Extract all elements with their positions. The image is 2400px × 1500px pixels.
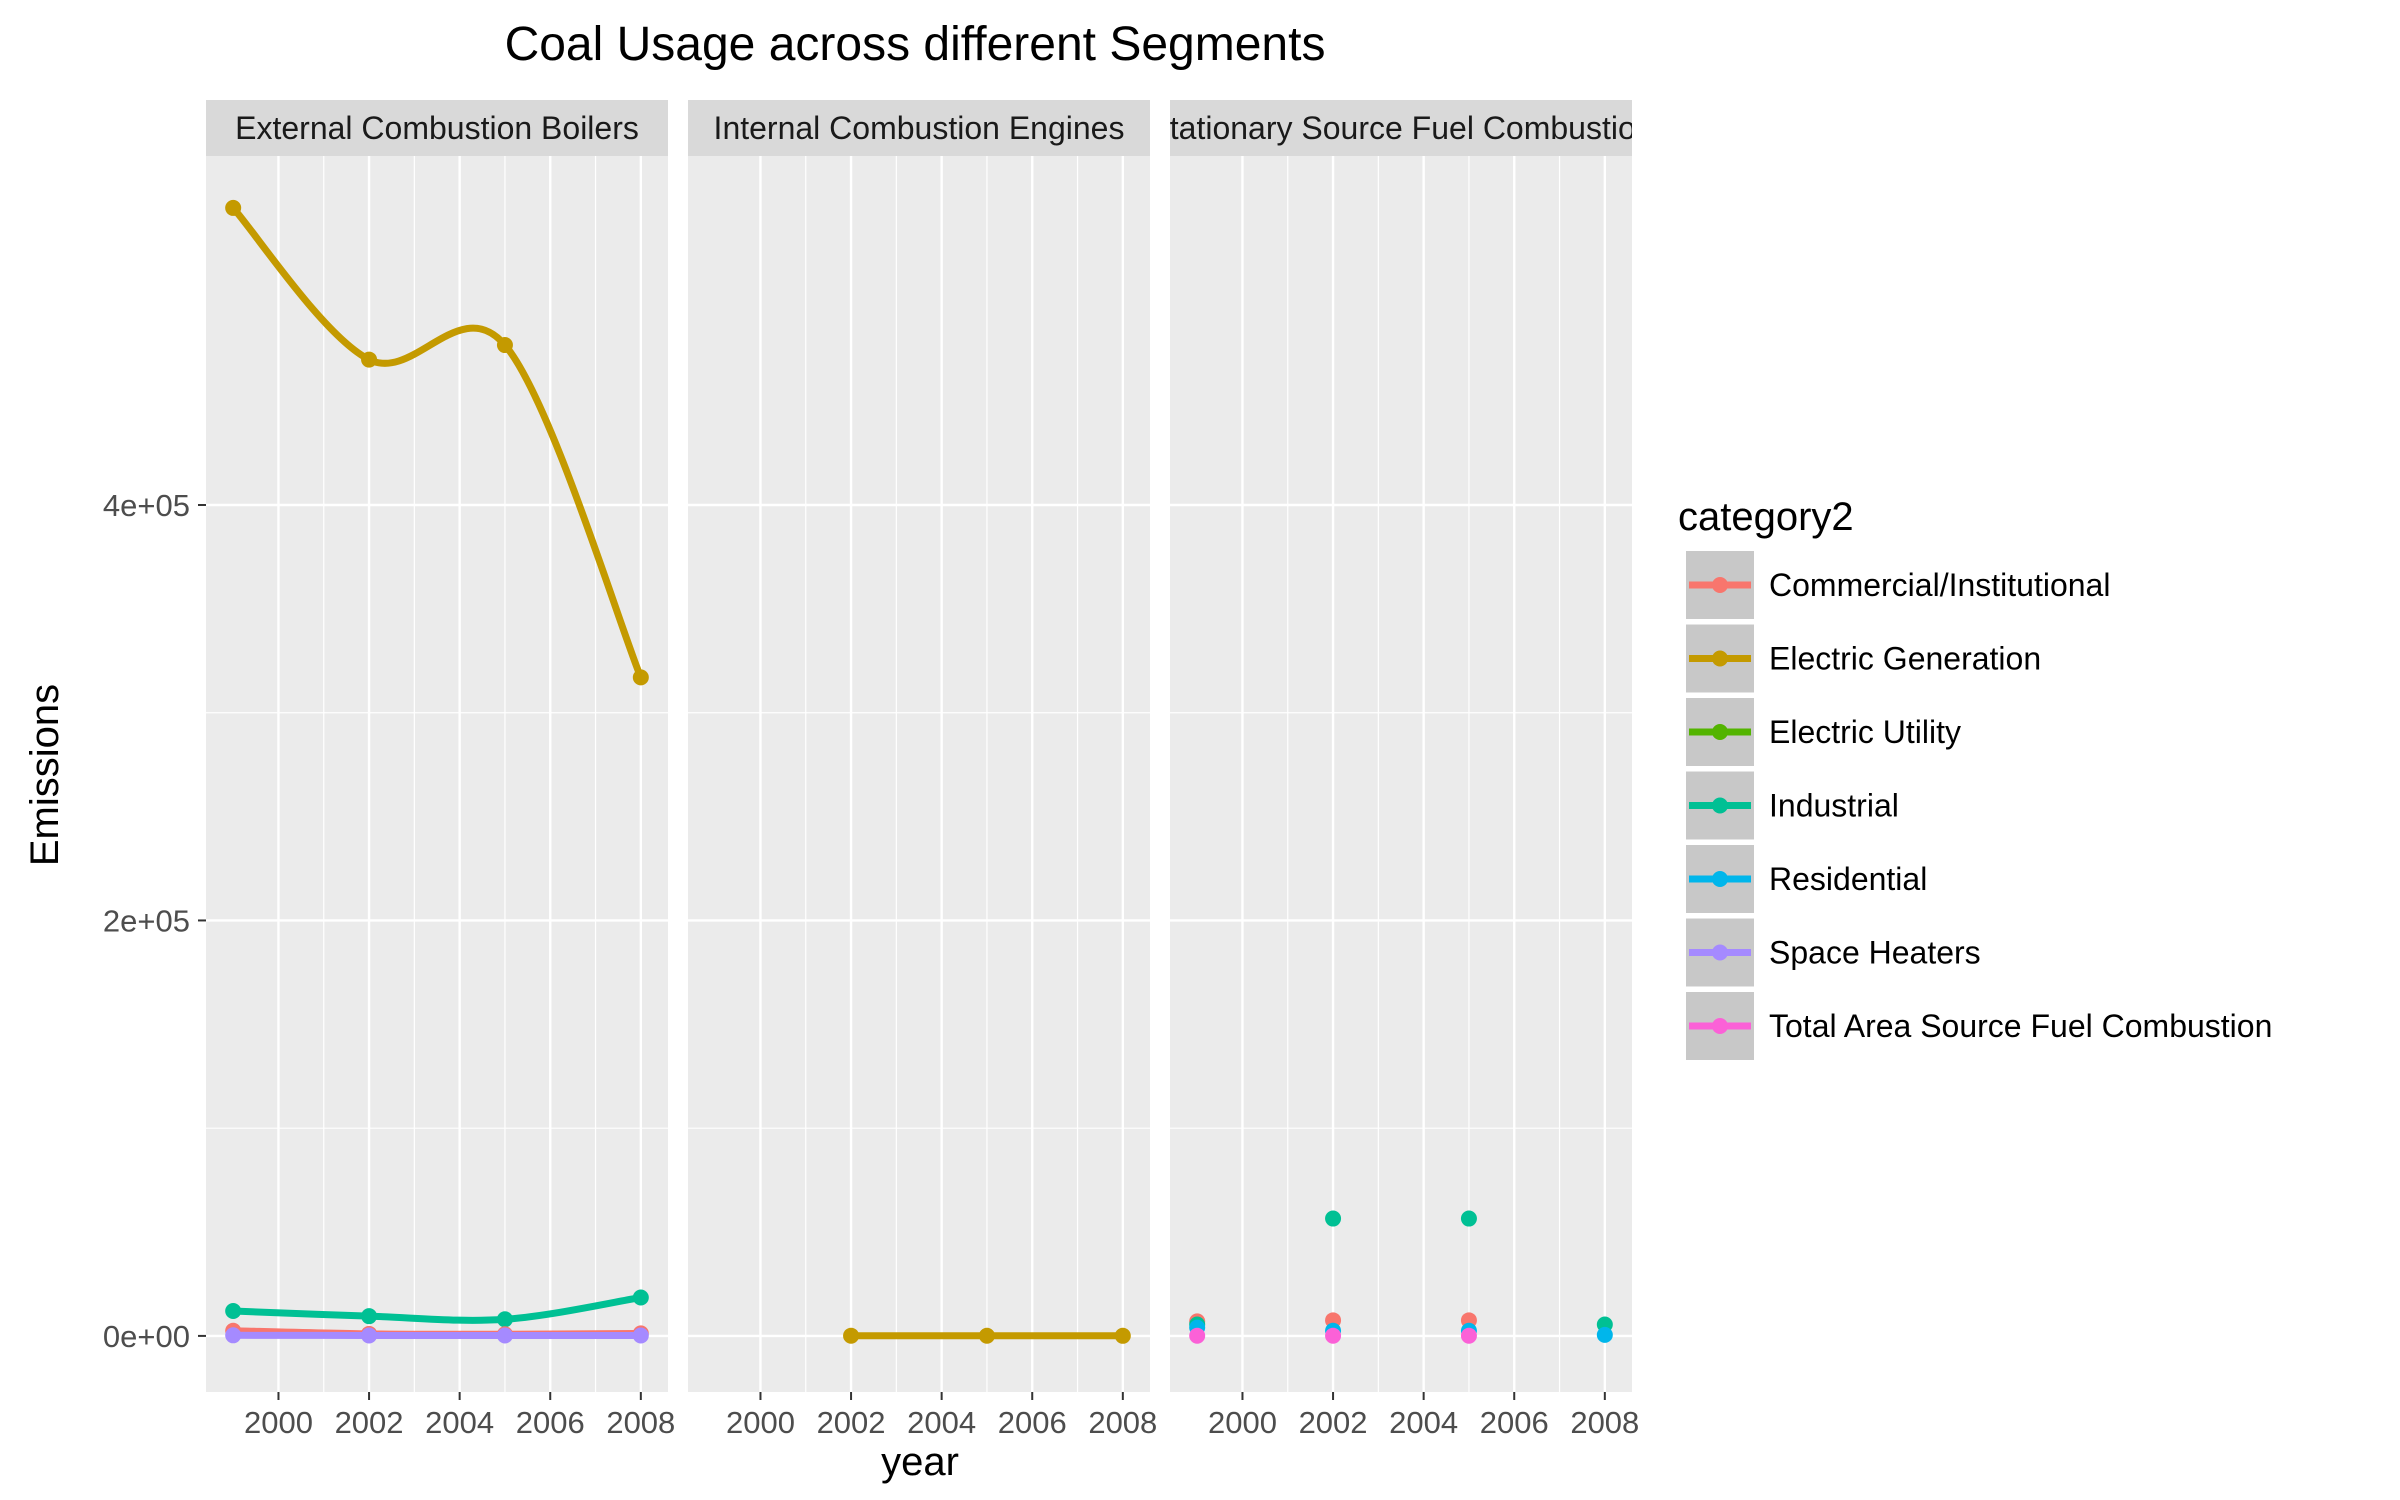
x-tick-label: 2000	[244, 1405, 313, 1440]
chart-title: Coal Usage across different Segments	[505, 18, 1326, 71]
x-tick-label: 2002	[1299, 1405, 1368, 1440]
x-tick-label: 2000	[726, 1405, 795, 1440]
legend-label: Electric Generation	[1769, 641, 2041, 677]
x-tick-label: 2004	[1389, 1405, 1458, 1440]
legend-label: Residential	[1769, 861, 1927, 897]
data-point	[1114, 1327, 1131, 1344]
legend-key-point	[1712, 871, 1728, 887]
legend-key-point	[1712, 650, 1728, 667]
legend-item: Space Heaters	[1684, 916, 1981, 989]
legend-key-point	[1712, 797, 1728, 814]
data-point	[496, 1311, 513, 1328]
y-tick-label: 2e+05	[103, 903, 190, 938]
chart-panels: External Combustion Boilers 2000 2002 2004 2…	[206, 100, 1653, 1440]
data-point	[225, 1327, 242, 1344]
data-point	[1596, 1326, 1613, 1343]
y-axis: 0e+00 2e+05 4e+05	[103, 488, 206, 1354]
y-axis-title: Emissions	[23, 684, 67, 866]
data-point	[361, 1327, 378, 1344]
legend-title: category2	[1678, 495, 1854, 539]
legend-key-point	[1712, 577, 1728, 593]
facet-strip	[1170, 100, 1632, 156]
legend-items: Commercial/Institutional Electric Generat…	[1684, 549, 2272, 1062]
data-point	[225, 1302, 242, 1319]
series-electric-generation	[225, 199, 649, 686]
y-tick-label: 0e+00	[103, 1319, 190, 1354]
panel-1: External Combustion Boilers 2000 2002 2004 2…	[206, 100, 675, 1440]
series-industrial	[225, 1289, 649, 1328]
panel-3: Stationary Source Fuel Combustion 2000 200…	[1148, 100, 1653, 1440]
legend-item: Electric Utility	[1684, 696, 1961, 768]
x-tick-label: 2002	[817, 1405, 886, 1440]
x-tick-label: 2002	[335, 1405, 404, 1440]
x-tick-label: 2008	[1088, 1405, 1157, 1440]
data-point	[843, 1327, 860, 1344]
data-point	[361, 351, 378, 368]
data-point	[978, 1327, 995, 1344]
legend-item: Total Area Source Fuel Combustion	[1684, 990, 2272, 1062]
legend-label: Space Heaters	[1769, 935, 1981, 971]
data-point	[632, 1327, 649, 1344]
legend-key-point	[1712, 1018, 1728, 1034]
x-tick-label: 2004	[425, 1405, 494, 1440]
data-point	[1460, 1210, 1477, 1227]
series-line	[229, 1293, 645, 1324]
x-tick-label: 2000	[1208, 1405, 1277, 1440]
facet-strip-label: External Combustion Boilers	[235, 110, 639, 146]
panel-background	[206, 156, 668, 1392]
x-tick-label: 2004	[907, 1405, 976, 1440]
legend: category2 Commercial/Institutional Electr…	[1678, 495, 2272, 1062]
y-tick-label: 4e+05	[103, 488, 190, 523]
panel-background	[688, 156, 1150, 1392]
legend-key-point	[1712, 944, 1728, 961]
facet-strip-label: Stationary Source Fuel Combustion	[1148, 110, 1653, 146]
legend-item: Electric Generation	[1684, 622, 2041, 695]
x-tick-label: 2008	[606, 1405, 675, 1440]
legend-key-point	[1712, 724, 1728, 740]
legend-label: Total Area Source Fuel Combustion	[1769, 1008, 2272, 1044]
data-point	[361, 1308, 378, 1325]
x-tick-label: 2006	[1480, 1405, 1549, 1440]
series-total-area-source-fuel-combustion	[1189, 1327, 1477, 1344]
panel-2: Internal Combustion Engines 2000 2002 2004 2…	[688, 100, 1157, 1440]
data-point	[496, 337, 513, 354]
gridlines	[1170, 156, 1632, 1392]
x-tick-label: 2006	[516, 1405, 585, 1440]
legend-label: Electric Utility	[1769, 714, 1961, 750]
legend-item: Industrial	[1684, 769, 1899, 842]
data-point	[225, 199, 242, 216]
facet-strip-label: Internal Combustion Engines	[714, 110, 1125, 146]
data-point	[632, 1289, 649, 1306]
legend-item: Residential	[1684, 843, 1927, 915]
legend-label: Industrial	[1769, 788, 1899, 824]
series-electric-generation	[843, 1327, 1131, 1344]
x-tick-label: 2008	[1570, 1405, 1639, 1440]
legend-label: Commercial/Institutional	[1769, 567, 2110, 603]
data-point	[632, 669, 649, 686]
x-axis-title: year	[881, 1440, 959, 1484]
data-point	[1189, 1327, 1206, 1344]
data-point	[1325, 1210, 1342, 1227]
series-line	[229, 204, 645, 681]
data-point	[496, 1327, 513, 1344]
legend-item: Commercial/Institutional	[1684, 549, 2110, 621]
series-space-heaters	[225, 1327, 649, 1344]
facet-strip	[688, 100, 1150, 156]
panel-background	[1170, 156, 1632, 1392]
facet-strip	[206, 100, 668, 156]
data-point	[1460, 1327, 1477, 1344]
x-tick-label: 2006	[998, 1405, 1067, 1440]
gridlines	[688, 156, 1150, 1392]
data-point	[1325, 1327, 1342, 1344]
